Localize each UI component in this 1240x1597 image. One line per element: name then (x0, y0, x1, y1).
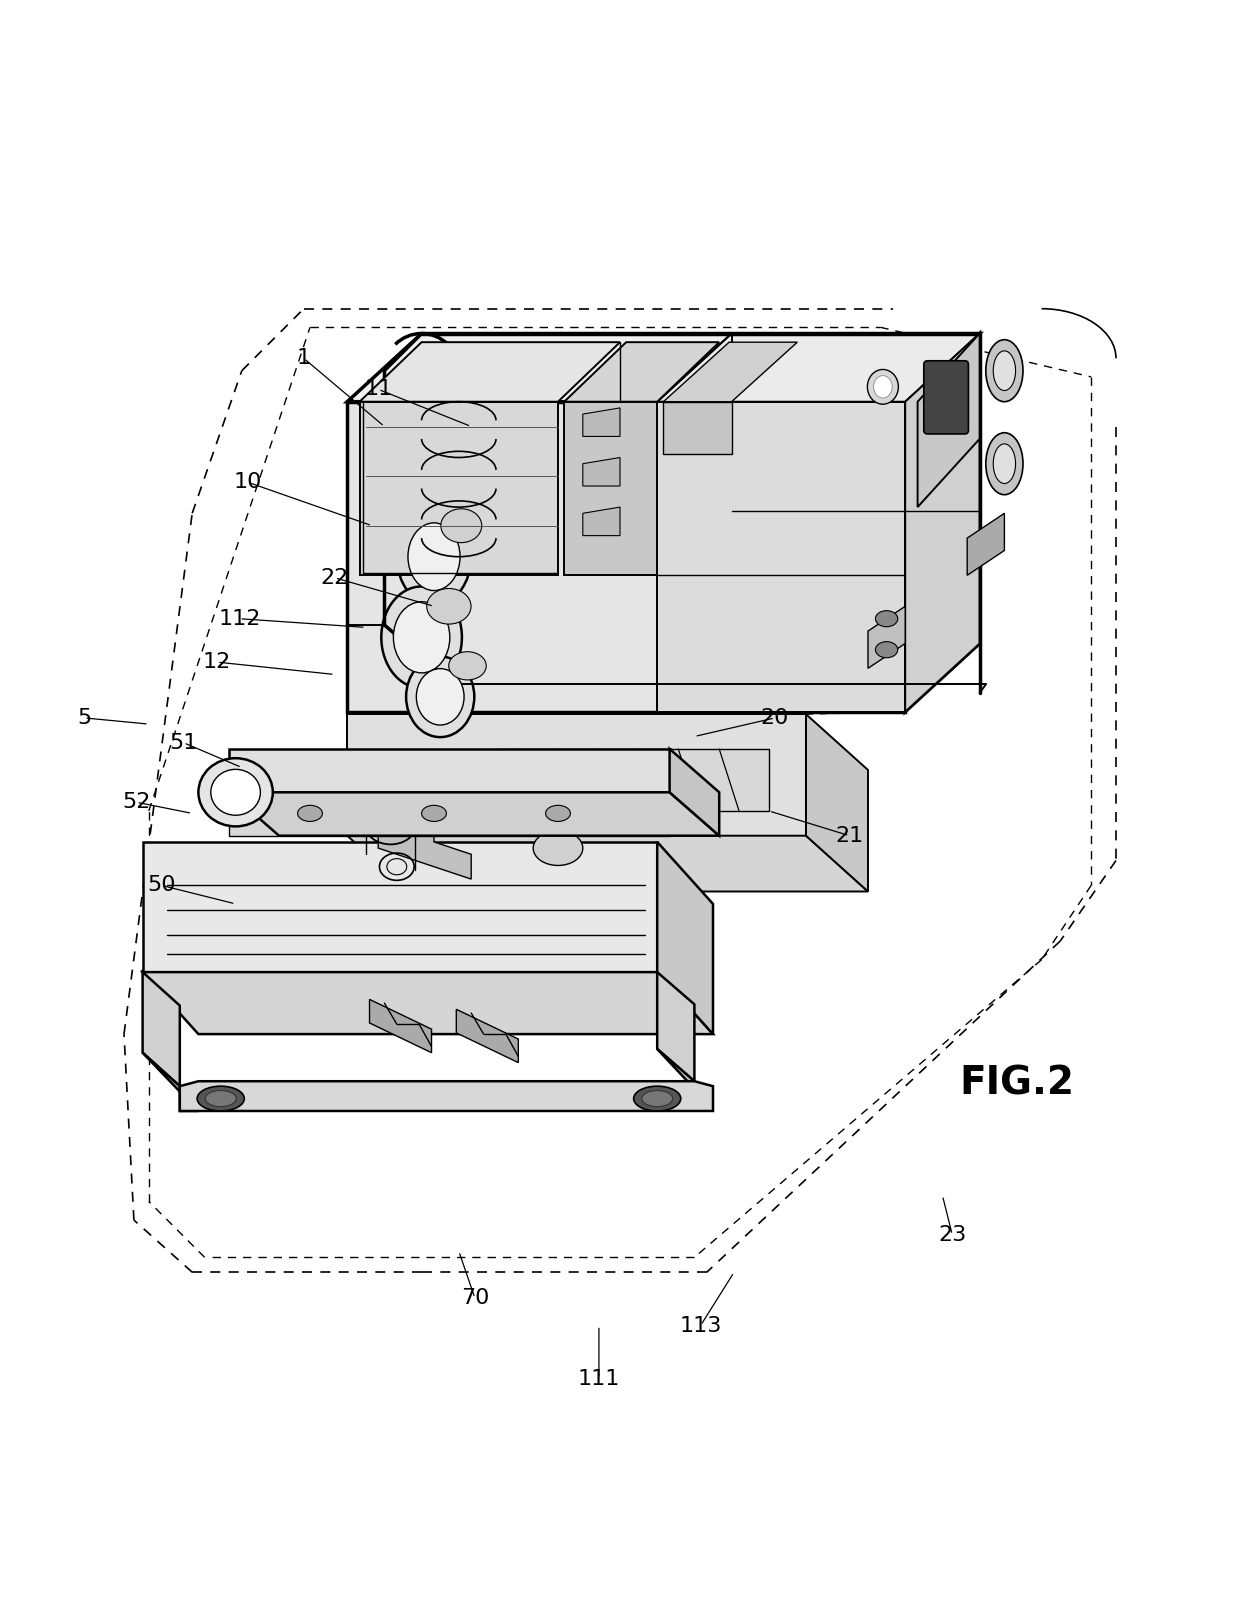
Polygon shape (564, 402, 657, 575)
Ellipse shape (868, 369, 898, 404)
Polygon shape (229, 792, 670, 835)
Text: 21: 21 (836, 826, 863, 846)
Polygon shape (657, 334, 980, 402)
Ellipse shape (405, 656, 474, 738)
Ellipse shape (417, 669, 464, 725)
Ellipse shape (422, 805, 446, 821)
Text: 22: 22 (321, 569, 348, 588)
Polygon shape (583, 508, 620, 535)
Polygon shape (347, 714, 806, 835)
Ellipse shape (198, 759, 273, 826)
Polygon shape (143, 842, 657, 973)
Text: 51: 51 (170, 733, 197, 752)
Ellipse shape (873, 375, 892, 398)
Ellipse shape (206, 1091, 236, 1107)
Ellipse shape (546, 805, 570, 821)
Polygon shape (967, 513, 1004, 575)
Ellipse shape (634, 1086, 681, 1112)
Ellipse shape (993, 444, 1016, 484)
Polygon shape (347, 402, 905, 712)
Text: 50: 50 (148, 875, 175, 896)
Text: 5: 5 (77, 707, 92, 728)
Polygon shape (583, 407, 620, 436)
Polygon shape (180, 1081, 713, 1112)
Polygon shape (806, 714, 868, 891)
Ellipse shape (197, 1086, 244, 1112)
Ellipse shape (449, 652, 486, 680)
Ellipse shape (397, 508, 471, 605)
Polygon shape (905, 334, 980, 712)
Text: 10: 10 (234, 473, 262, 492)
Text: 23: 23 (939, 1225, 966, 1246)
Text: 52: 52 (123, 792, 150, 813)
Ellipse shape (427, 589, 471, 624)
Polygon shape (370, 1000, 432, 1052)
Ellipse shape (408, 522, 460, 591)
Polygon shape (229, 749, 670, 792)
Polygon shape (905, 334, 980, 712)
Ellipse shape (642, 1091, 672, 1107)
Ellipse shape (382, 586, 463, 688)
Text: 70: 70 (461, 1289, 489, 1308)
Polygon shape (657, 973, 694, 1081)
Text: 112: 112 (218, 608, 260, 629)
Polygon shape (663, 402, 732, 454)
Text: 111: 111 (578, 1369, 620, 1389)
Ellipse shape (986, 340, 1023, 402)
FancyBboxPatch shape (924, 361, 968, 434)
Polygon shape (378, 811, 471, 878)
Polygon shape (143, 1052, 198, 1112)
Polygon shape (496, 749, 769, 811)
Polygon shape (657, 1049, 713, 1108)
Text: 20: 20 (761, 707, 789, 728)
Text: 11: 11 (365, 380, 392, 399)
Ellipse shape (211, 770, 260, 814)
Ellipse shape (440, 509, 481, 543)
Text: 113: 113 (680, 1316, 722, 1335)
Polygon shape (663, 342, 797, 402)
Ellipse shape (393, 602, 450, 672)
Text: 1: 1 (296, 348, 311, 369)
Polygon shape (670, 749, 719, 835)
Polygon shape (143, 973, 180, 1086)
Ellipse shape (533, 830, 583, 866)
Polygon shape (229, 792, 719, 835)
Polygon shape (347, 835, 868, 891)
Polygon shape (918, 334, 980, 508)
Polygon shape (360, 402, 558, 575)
Ellipse shape (986, 433, 1023, 495)
Polygon shape (347, 334, 980, 402)
Ellipse shape (875, 610, 898, 626)
Text: FIG.2: FIG.2 (960, 1065, 1074, 1102)
Polygon shape (564, 342, 719, 402)
Polygon shape (657, 402, 905, 712)
Ellipse shape (875, 642, 898, 658)
Polygon shape (657, 842, 713, 1035)
Polygon shape (583, 457, 620, 485)
Ellipse shape (993, 351, 1016, 391)
Polygon shape (868, 607, 905, 668)
Polygon shape (360, 342, 620, 402)
Text: 12: 12 (203, 652, 231, 672)
Polygon shape (456, 1009, 518, 1062)
Ellipse shape (298, 805, 322, 821)
Polygon shape (143, 973, 713, 1035)
